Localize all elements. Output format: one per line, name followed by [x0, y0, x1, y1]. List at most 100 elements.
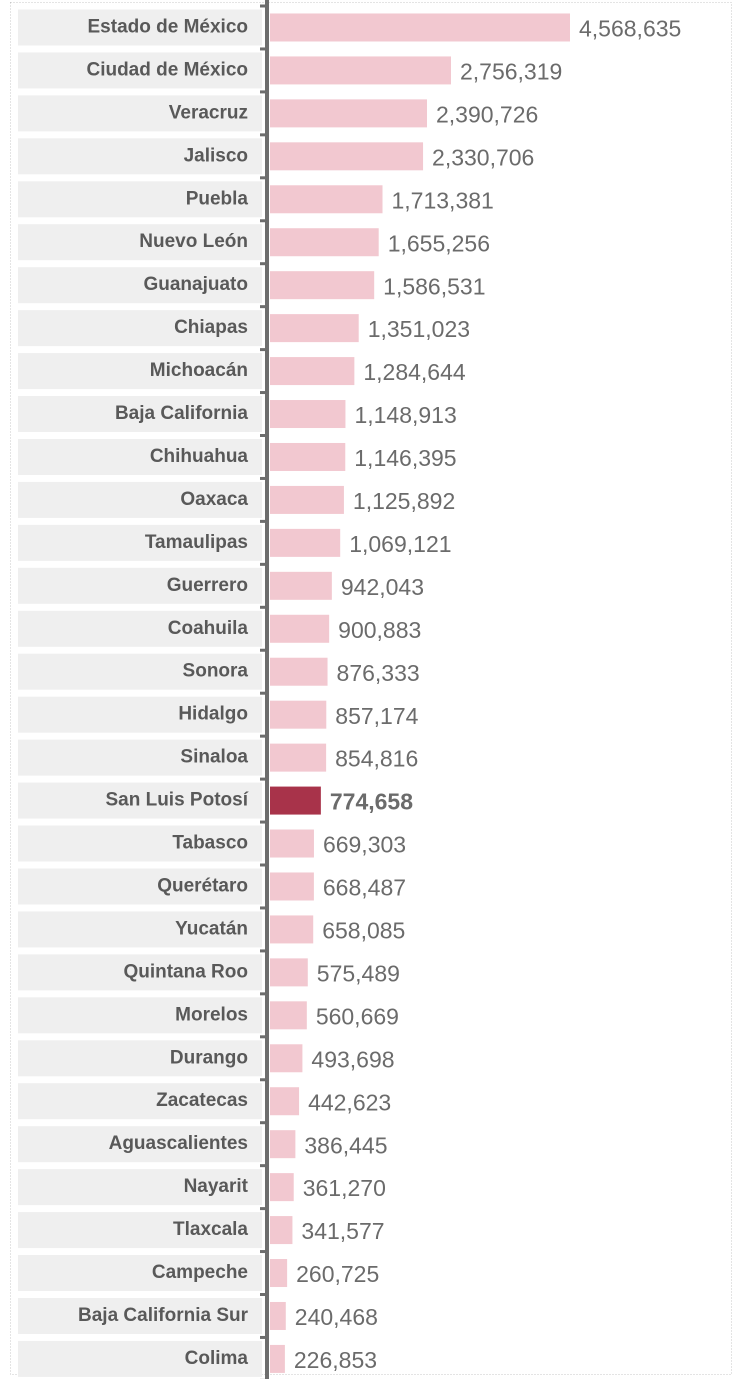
label-background	[18, 9, 262, 46]
category-label: Baja California	[115, 403, 248, 424]
value-label: 1,069,121	[349, 531, 451, 557]
category-label: Tabasco	[172, 833, 248, 854]
category-label: Guanajuato	[143, 274, 248, 295]
category-label: Estado de México	[88, 16, 249, 37]
value-label: 2,330,706	[432, 144, 534, 170]
value-label: 2,390,726	[436, 101, 538, 127]
bar	[270, 614, 330, 643]
value-label: 668,487	[323, 875, 406, 901]
label-background	[18, 310, 262, 347]
category-label: Michoacán	[150, 360, 248, 381]
label-background	[18, 1212, 262, 1249]
value-label: 1,713,381	[392, 187, 494, 213]
bar	[270, 829, 314, 858]
category-label: Yucatán	[175, 918, 248, 939]
bar	[270, 786, 321, 815]
bar	[270, 485, 344, 514]
bar	[270, 958, 308, 987]
bar	[270, 400, 346, 429]
label-background	[18, 481, 262, 518]
value-label: 560,669	[316, 1003, 399, 1029]
value-label: 1,125,892	[353, 488, 455, 514]
value-label: 442,623	[308, 1089, 391, 1115]
value-label: 386,445	[304, 1132, 387, 1158]
bar	[270, 1044, 303, 1073]
value-label: 4,568,635	[579, 16, 681, 42]
value-label: 341,577	[301, 1218, 384, 1244]
category-label: Coahuila	[168, 618, 249, 639]
value-label: 942,043	[341, 574, 424, 600]
category-label: Hidalgo	[178, 704, 248, 725]
category-label: Tamaulipas	[145, 532, 248, 553]
bar	[270, 700, 327, 729]
label-background	[18, 1340, 262, 1377]
bar	[270, 571, 332, 600]
category-label: Guerrero	[167, 575, 248, 596]
value-label: 774,658	[330, 789, 413, 815]
bar	[270, 99, 427, 128]
value-label: 361,270	[303, 1175, 386, 1201]
label-background	[18, 396, 262, 433]
value-label: 1,351,023	[368, 316, 470, 342]
category-label: Ciudad de México	[86, 59, 248, 80]
label-background	[18, 825, 262, 862]
label-background	[18, 95, 262, 132]
bar	[270, 314, 359, 343]
value-label: 2,756,319	[460, 59, 562, 85]
category-label: San Luis Potosí	[105, 790, 248, 811]
bar	[270, 1301, 286, 1330]
frame	[10, 2, 732, 1375]
label-background	[18, 1040, 262, 1077]
label-background	[18, 1126, 262, 1163]
category-label: Tlaxcala	[173, 1219, 248, 1240]
label-background	[18, 653, 262, 690]
value-label: 1,284,644	[363, 359, 466, 385]
value-label: 575,489	[317, 960, 400, 986]
bar	[270, 528, 341, 557]
value-label: 1,586,531	[383, 273, 485, 299]
bar	[270, 13, 570, 42]
bar	[270, 271, 375, 300]
category-label: Aguascalientes	[109, 1133, 248, 1154]
category-label: Puebla	[186, 188, 249, 209]
label-background	[18, 782, 262, 819]
category-label: Sonora	[183, 661, 249, 682]
category-label: Chihuahua	[150, 446, 249, 467]
bar	[270, 142, 424, 171]
value-label: 876,333	[337, 660, 420, 686]
bar	[270, 56, 451, 85]
bar	[270, 1259, 288, 1288]
category-label: Chiapas	[174, 317, 248, 338]
label-background	[18, 181, 262, 218]
bar	[270, 1001, 307, 1030]
label-background	[18, 868, 262, 905]
category-label: Jalisco	[184, 145, 248, 166]
category-label: Colima	[185, 1348, 249, 1369]
value-label: 260,725	[296, 1261, 379, 1287]
bar	[270, 743, 327, 772]
label-background	[18, 567, 262, 604]
label-background	[18, 524, 262, 561]
category-label: Nuevo León	[139, 231, 248, 252]
category-label: Veracruz	[169, 102, 248, 123]
category-label: Zacatecas	[156, 1090, 248, 1111]
value-label: 1,148,913	[354, 402, 456, 428]
value-label: 857,174	[335, 703, 418, 729]
category-label: Durango	[170, 1047, 248, 1068]
bar	[270, 1130, 296, 1159]
label-background	[18, 52, 262, 89]
bar	[270, 185, 383, 214]
bar	[270, 442, 346, 471]
value-label: 1,655,256	[388, 230, 490, 256]
value-label: 669,303	[323, 832, 406, 858]
label-background	[18, 1169, 262, 1206]
category-label: Quintana Roo	[123, 961, 248, 982]
bar	[270, 915, 314, 944]
value-label: 240,468	[295, 1304, 378, 1330]
bar	[270, 872, 314, 901]
label-background	[18, 353, 262, 390]
label-background	[18, 610, 262, 647]
bar	[270, 1173, 294, 1202]
label-background	[18, 1083, 262, 1120]
